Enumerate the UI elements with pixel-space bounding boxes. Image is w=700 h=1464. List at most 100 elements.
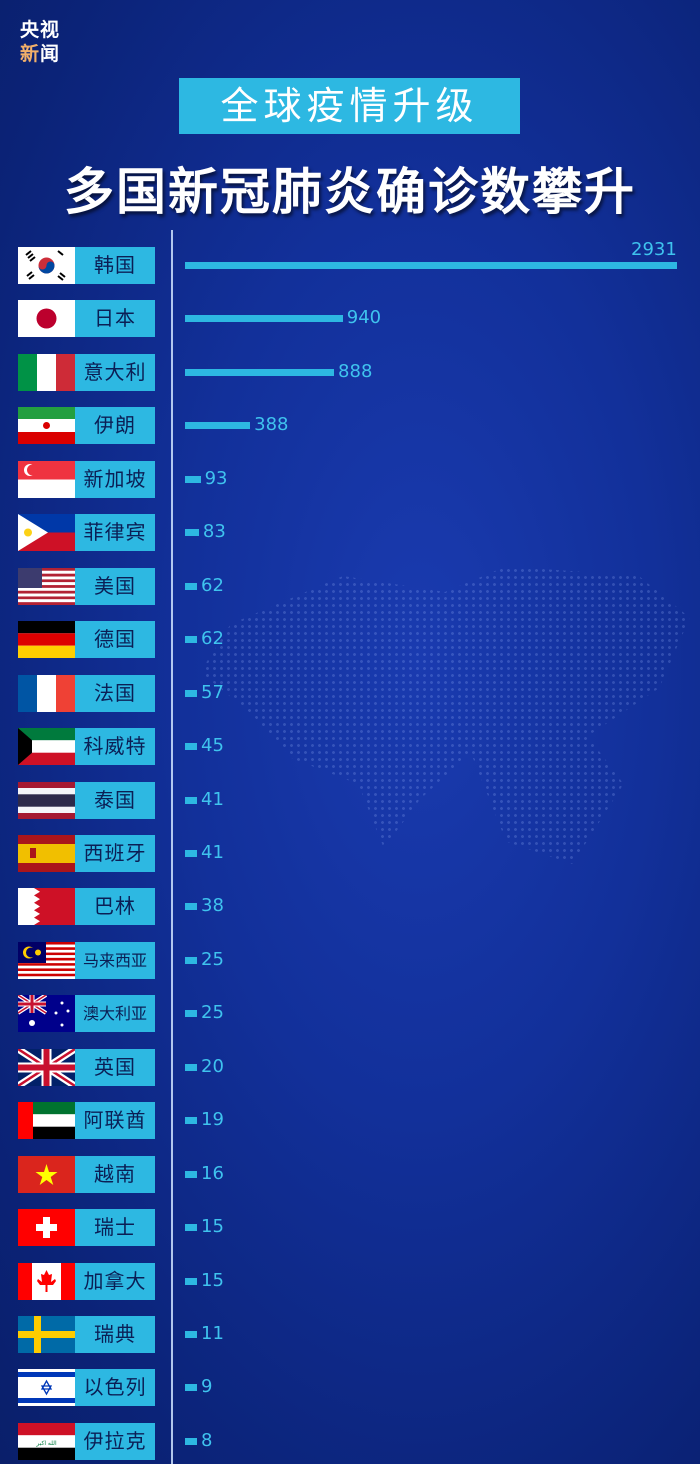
bar-row: 科威特 45 xyxy=(18,728,688,766)
flag-icon-de xyxy=(18,621,75,659)
data-label: 83 xyxy=(202,521,226,543)
country-label: 伊拉克 xyxy=(75,1422,155,1460)
bar xyxy=(185,1010,197,1018)
flag-icon-es xyxy=(18,834,75,872)
data-label: 388 xyxy=(254,414,289,436)
country-label: 日本 xyxy=(75,300,155,338)
data-label: 62 xyxy=(201,574,224,596)
country-label: 澳大利亚 xyxy=(75,995,155,1033)
bar-row: 日本 940 xyxy=(18,300,688,338)
bar-row: 美国 62 xyxy=(18,567,688,605)
flag-icon-kw xyxy=(18,728,75,766)
bar xyxy=(185,1331,197,1338)
flag-icon-se xyxy=(18,1316,75,1353)
bar xyxy=(185,956,197,964)
bar-row: 伊朗 388 xyxy=(18,407,688,445)
flag-icon-sg xyxy=(18,460,75,498)
flag-icon-vn xyxy=(18,1155,75,1193)
bar-row: 越南 16 xyxy=(18,1155,688,1193)
flag-icon-us xyxy=(18,567,75,605)
data-label: 11 xyxy=(201,1323,224,1344)
bar xyxy=(185,315,343,323)
flag-icon-bh xyxy=(18,888,75,926)
data-label: 25 xyxy=(201,948,224,970)
country-label: 科威特 xyxy=(75,728,155,766)
country-label: 越南 xyxy=(75,1155,155,1193)
flag-icon-gb xyxy=(18,1048,75,1086)
data-label: 45 xyxy=(201,735,224,757)
data-label: 20 xyxy=(201,1055,224,1077)
bar xyxy=(185,582,197,590)
data-label: 2931 xyxy=(631,239,677,260)
data-label: 57 xyxy=(201,681,224,703)
country-label: 德国 xyxy=(75,621,155,659)
bar xyxy=(185,262,677,269)
bar-row: 马来西亚 25 xyxy=(18,941,688,979)
bar xyxy=(185,1063,197,1071)
country-label: 巴林 xyxy=(75,888,155,926)
flag-icon-au xyxy=(18,995,75,1033)
data-label: 888 xyxy=(338,360,373,382)
data-label: 15 xyxy=(201,1216,224,1238)
flag-icon-ae xyxy=(18,1102,75,1140)
flag-icon-ph xyxy=(18,514,75,552)
flag-icon-it xyxy=(18,353,75,391)
bar xyxy=(185,1437,197,1445)
country-label: 伊朗 xyxy=(75,407,155,445)
bar xyxy=(185,1117,197,1125)
country-label: 法国 xyxy=(75,674,155,712)
flag-icon-ca xyxy=(18,1262,75,1300)
country-label: 加拿大 xyxy=(75,1262,155,1300)
data-label: 93 xyxy=(204,467,228,489)
bar-row: 瑞士 15 xyxy=(18,1209,688,1247)
country-label: 新加坡 xyxy=(75,460,155,498)
bar xyxy=(185,1170,197,1178)
data-label: 41 xyxy=(201,841,224,863)
country-label: 菲律宾 xyxy=(75,514,155,552)
bar xyxy=(185,796,197,804)
page-title: 多国新冠肺炎确诊数攀升 xyxy=(64,163,636,221)
data-label: 9 xyxy=(201,1376,213,1398)
flag-icon-jp xyxy=(18,300,75,338)
bar-row: 英国 20 xyxy=(18,1048,688,1086)
data-label: 16 xyxy=(201,1162,224,1184)
data-label: 15 xyxy=(201,1269,224,1291)
svg-text:الله اكبر: الله اكبر xyxy=(35,1440,57,1447)
bar-row: 巴林 38 xyxy=(18,888,688,926)
country-label: 马来西亚 xyxy=(75,941,155,979)
cctv-news-logo: 央视 新闻 xyxy=(20,18,60,66)
flag-icon-ir xyxy=(18,407,75,445)
bar-row: 菲律宾 83 xyxy=(18,514,688,552)
chart-axis-line xyxy=(171,230,173,1464)
bar xyxy=(185,422,251,430)
data-label: 41 xyxy=(201,788,224,810)
bar-row: 澳大利亚 25 xyxy=(18,995,688,1033)
country-label: 瑞士 xyxy=(75,1209,155,1247)
flag-icon-iq: الله اكبر xyxy=(18,1422,75,1460)
bar-row: 瑞典 11 xyxy=(18,1316,688,1353)
bar-row: 西班牙 41 xyxy=(18,834,688,872)
data-label: 38 xyxy=(201,895,224,917)
bar xyxy=(185,1224,197,1232)
flag-icon-th xyxy=(18,781,75,819)
bar-row: 韩国 2931 xyxy=(18,239,688,284)
country-label: 瑞典 xyxy=(75,1316,155,1353)
bar-row: 法国 57 xyxy=(18,674,688,712)
flag-icon-il xyxy=(18,1369,75,1407)
data-label: 940 xyxy=(346,307,382,329)
data-label: 62 xyxy=(201,628,224,650)
data-label: 25 xyxy=(201,1002,224,1024)
flag-icon-ch xyxy=(18,1209,75,1247)
subtitle-banner: 全球疫情升级 xyxy=(179,78,520,134)
flag-icon-kr xyxy=(18,247,75,284)
bar-row: 泰国 41 xyxy=(18,781,688,819)
bar xyxy=(185,529,199,537)
bar xyxy=(185,903,197,911)
bar xyxy=(185,636,197,644)
data-label: 8 xyxy=(201,1429,213,1451)
logo-line1: 央视 xyxy=(20,19,61,41)
bar-row: الله اكبر 伊拉克 8 xyxy=(18,1422,688,1460)
bar xyxy=(185,1384,197,1392)
country-label: 美国 xyxy=(75,567,155,605)
bar-row: 以色列 9 xyxy=(18,1369,688,1407)
